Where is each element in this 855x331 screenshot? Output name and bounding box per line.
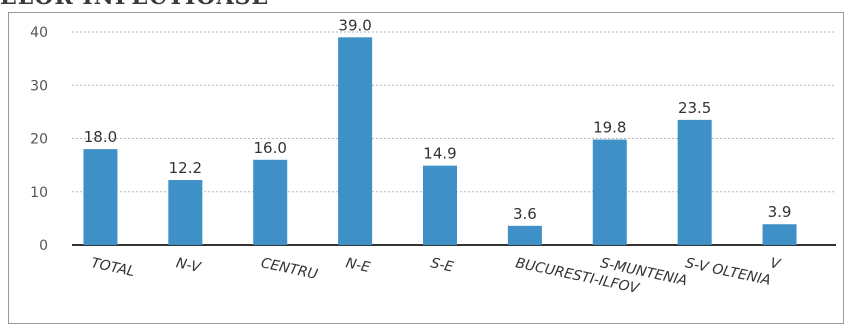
bar [253, 159, 288, 245]
x-tick-label: S-E [429, 255, 455, 275]
x-tick-label: CENTRU [259, 255, 319, 283]
data-label: 19.8 [593, 119, 626, 137]
y-tick-label: 30 [30, 78, 48, 94]
y-tick-label: 40 [30, 25, 48, 41]
chart-frame [8, 12, 844, 324]
bar [423, 165, 457, 245]
bar [592, 139, 627, 245]
data-label: 16.0 [254, 139, 287, 157]
bar [83, 149, 118, 245]
x-tick-label: S-V OLTENIA [684, 255, 772, 289]
bar [677, 119, 712, 245]
data-label: 3.6 [513, 205, 537, 223]
data-label: 3.9 [768, 203, 792, 221]
data-label: 14.9 [423, 145, 456, 163]
bars [83, 37, 797, 246]
data-label: 18.0 [84, 128, 117, 146]
bar [168, 180, 203, 245]
bar [762, 224, 797, 245]
y-tick-label: 20 [30, 132, 48, 148]
data-label: 23.5 [678, 99, 711, 117]
y-tick-label: 0 [39, 238, 48, 254]
chart-title-fragment: ELOR INFECTIOASE [0, 0, 269, 10]
x-tick-label: TOTAL [90, 255, 137, 280]
x-tick-label: N-E [344, 255, 371, 276]
y-tick-label: 10 [30, 185, 48, 201]
data-label: 39.0 [338, 16, 371, 34]
bar [507, 225, 542, 245]
data-label: 12.2 [169, 159, 202, 177]
x-tick-label: N-V [175, 255, 204, 276]
bar [338, 37, 373, 246]
x-tick-label: V [769, 255, 783, 273]
